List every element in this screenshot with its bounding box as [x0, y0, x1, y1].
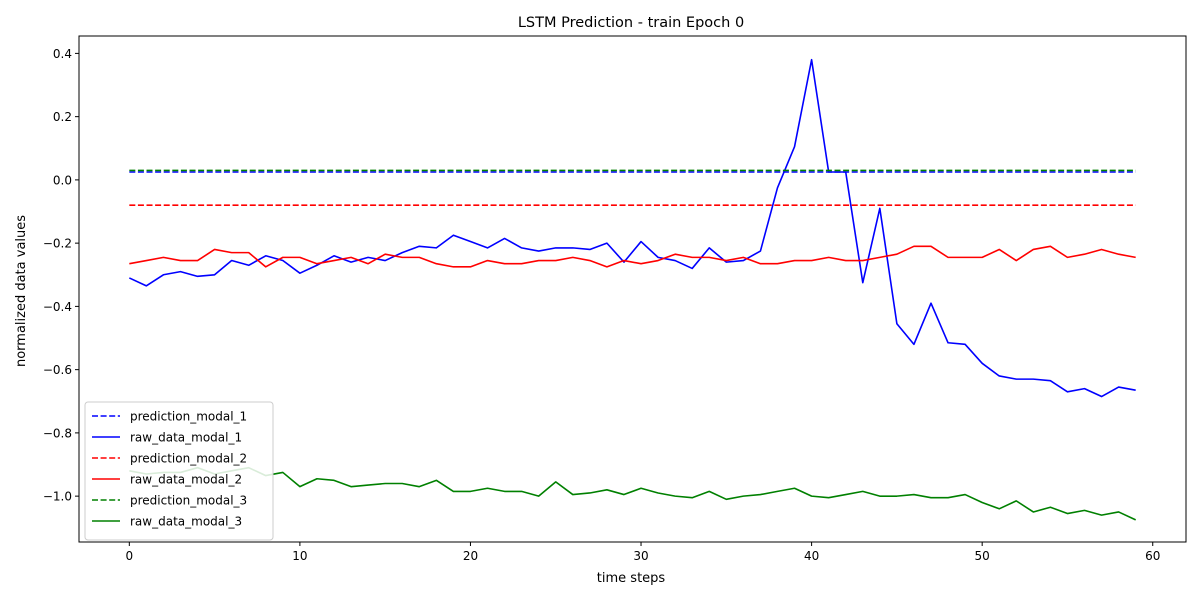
series-line-raw_data_modal_1 — [128, 58, 1136, 398]
series-line-raw_data_modal_3 — [129, 466, 1137, 521]
y-tick-label: −0.2 — [43, 237, 72, 251]
y-tick-label: 0.2 — [53, 110, 72, 124]
series-lines — [128, 58, 1137, 521]
y-tick-label: 0.0 — [53, 173, 72, 187]
legend-label-raw_data_modal_1: raw_data_modal_1 — [130, 431, 242, 445]
x-tick-label: 30 — [633, 549, 648, 563]
chart-title: LSTM Prediction - train Epoch 0 — [518, 15, 744, 31]
plot-frame — [78, 35, 1187, 543]
x-axis-label: time steps — [597, 571, 666, 586]
y-axis-label: normalized data values — [14, 215, 29, 367]
x-tick-label: 0 — [125, 549, 133, 563]
x-tick-label: 20 — [463, 549, 478, 563]
x-tick-label: 50 — [975, 549, 990, 563]
y-tick-label: −0.6 — [43, 363, 72, 377]
x-tick-label: 60 — [1145, 549, 1160, 563]
y-tick-label: −1.0 — [43, 490, 72, 504]
legend-box — [84, 401, 274, 541]
series-line-raw_data_modal_2 — [129, 245, 1136, 268]
legend-label-raw_data_modal_2: raw_data_modal_2 — [130, 473, 242, 487]
y-tick-label: 0.4 — [53, 47, 72, 61]
x-tick-label: 10 — [292, 549, 307, 563]
legend: prediction_modal_1 raw_data_modal_1predic… — [84, 401, 274, 541]
x-axis: 0 10 20 30 40 50 60 — [125, 542, 1160, 563]
legend-label-prediction_modal_2: prediction_modal_2 — [130, 452, 247, 466]
legend-label-raw_data_modal_3: raw_data_modal_3 — [130, 515, 242, 529]
legend-label-prediction_modal_3: prediction_modal_3 — [130, 494, 247, 508]
x-tick-label: 40 — [804, 549, 819, 563]
y-axis: −1.0 −0.8 −0.6 −0.4 −0.2 0.0 0.2 0.4 — [43, 47, 79, 504]
y-tick-label: −0.8 — [43, 426, 72, 440]
legend-label-prediction_modal_1: prediction_modal_1 — [130, 410, 247, 424]
y-tick-label: −0.4 — [43, 300, 72, 314]
